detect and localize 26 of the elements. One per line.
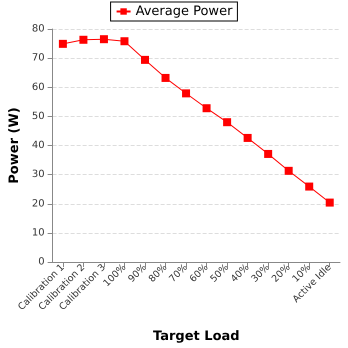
point <box>284 166 293 175</box>
y-tick-label: 70 <box>32 52 45 64</box>
point <box>100 35 108 44</box>
point <box>305 182 314 191</box>
point <box>223 118 232 126</box>
point <box>264 150 272 158</box>
y-axis-title: Power (W) <box>7 107 22 184</box>
legend-label: Average Power <box>136 4 234 19</box>
y-tick-label: 80 <box>32 24 45 34</box>
point <box>162 74 170 82</box>
point <box>120 37 128 46</box>
y-tick-label: 20 <box>32 198 45 210</box>
point <box>182 89 190 98</box>
point <box>326 198 334 207</box>
y-tick-label: 30 <box>32 169 45 180</box>
point <box>244 134 252 142</box>
point <box>58 40 67 48</box>
point <box>79 36 88 44</box>
y-tick-label: 40 <box>32 140 45 151</box>
point <box>140 56 149 64</box>
y-tick-label: 10 <box>32 227 45 238</box>
y-tick-label: 60 <box>32 82 45 93</box>
y-tick-label: 50 <box>32 110 45 122</box>
x-axis-title: Target Load <box>153 329 240 344</box>
y-tick-label: 0 <box>38 256 45 268</box>
point <box>202 104 211 112</box>
